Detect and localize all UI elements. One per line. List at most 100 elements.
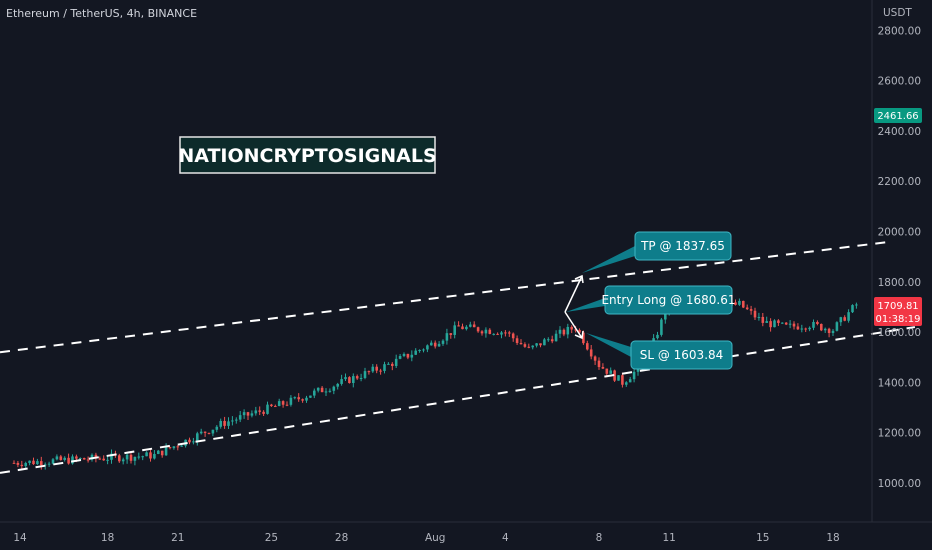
channel-upper-line [0,240,892,354]
candle-body [219,420,222,427]
candle-body [796,326,800,330]
candle-body [847,312,850,321]
candle-body [246,412,250,416]
tp-callout-box [634,231,732,261]
candle-body [293,397,297,399]
candle-body [32,460,35,465]
candle-body [172,446,176,449]
candle-body [344,377,347,380]
time-tick-label: 4 [502,532,509,544]
candle-body [355,376,359,379]
candle-body [164,447,168,456]
candle-body [812,321,815,328]
candle-body [827,328,831,333]
candle-body [843,317,846,321]
candle-body [461,326,464,330]
candle-body [613,370,616,381]
tp-arrow [564,275,583,313]
candle-body [71,456,74,464]
candle-body [297,397,300,400]
candle-body [332,386,336,391]
sl-callout-text: SL @ 1603.84 [640,348,724,362]
candle-body [227,421,230,426]
candle-body [86,459,90,461]
candle-body [496,333,499,335]
sl-arrow [564,311,583,339]
candle-body [839,317,843,323]
candle-body [570,326,573,330]
candle-body [445,333,449,341]
time-tick-label: 25 [265,532,278,544]
price-tick-label: 2000.00 [878,227,921,239]
candle-body [75,456,78,459]
candle-body [160,450,164,456]
candle-body [757,316,761,318]
candle-body [457,325,460,327]
candle-body [855,304,858,306]
tp-callout[interactable]: TP @ 1837.65 [582,231,732,273]
candle-body [235,419,238,421]
candle-body [492,333,495,335]
candle-body [168,447,172,449]
candle-body [734,302,737,305]
candle-body [418,350,421,352]
candle-body [788,323,792,325]
candle-body [274,406,277,408]
current-price-value: 1709.81 [877,301,918,312]
candle-body [133,456,137,461]
price-tick-label: 2400.00 [878,126,921,138]
candle-body [281,401,285,405]
candle-body [749,309,753,311]
price-tick-label: 1400.00 [878,377,921,389]
candle-body [550,339,554,342]
candle-body [441,340,445,344]
candle-body [320,387,324,393]
candle-body [800,328,804,330]
candle-body [359,377,363,379]
candle-body [207,432,211,434]
candle-body [519,342,523,345]
candle-body [63,457,66,460]
candle-body [223,420,226,426]
time-tick-label: 28 [335,532,348,544]
candle-body [543,339,546,346]
candle-body [410,354,414,358]
sl-callout-pointer [586,333,631,357]
entry-callout-box [604,285,733,315]
time-axis[interactable]: 14 18 21 25 28 Aug 4 8 11 15 18 [0,521,932,544]
candle-body [823,328,827,331]
candle-body [753,310,757,318]
candle-body [250,413,254,416]
candle-body [305,397,308,401]
candle-body [465,326,468,330]
time-tick-label: 11 [663,532,676,544]
high-price-tag-value: 2461.66 [877,111,918,122]
candle-body [285,404,289,406]
candle-body [40,461,43,466]
candle-body [90,454,94,460]
time-tick-label: 18 [101,532,114,544]
candle-body [199,431,203,434]
candle-body [363,371,367,378]
candle-body [277,401,281,407]
candle-body [453,325,456,335]
tp-arrow-head [574,274,584,284]
candle-body [379,370,382,372]
candle-body [601,367,605,369]
price-axis[interactable]: USDT 1000.00 1200.00 1400.00 1600.00 1800.00… [871,0,921,522]
candle-body [180,445,183,447]
candle-body [118,455,121,462]
candle-body [628,379,632,383]
sl-callout[interactable]: SL @ 1603.84 [586,333,733,370]
candle-body [488,329,492,334]
candle-body [289,397,293,405]
candle-body [605,368,609,374]
entry-callout[interactable]: Entry Long @ 1680.61 [566,285,736,315]
candle-body [328,390,332,392]
time-tick-label: 15 [756,532,769,544]
candle-body [102,458,105,461]
candle-body [589,349,593,357]
symbol-title: Ethereum / TetherUS, 4h, BINANCE [6,7,197,20]
